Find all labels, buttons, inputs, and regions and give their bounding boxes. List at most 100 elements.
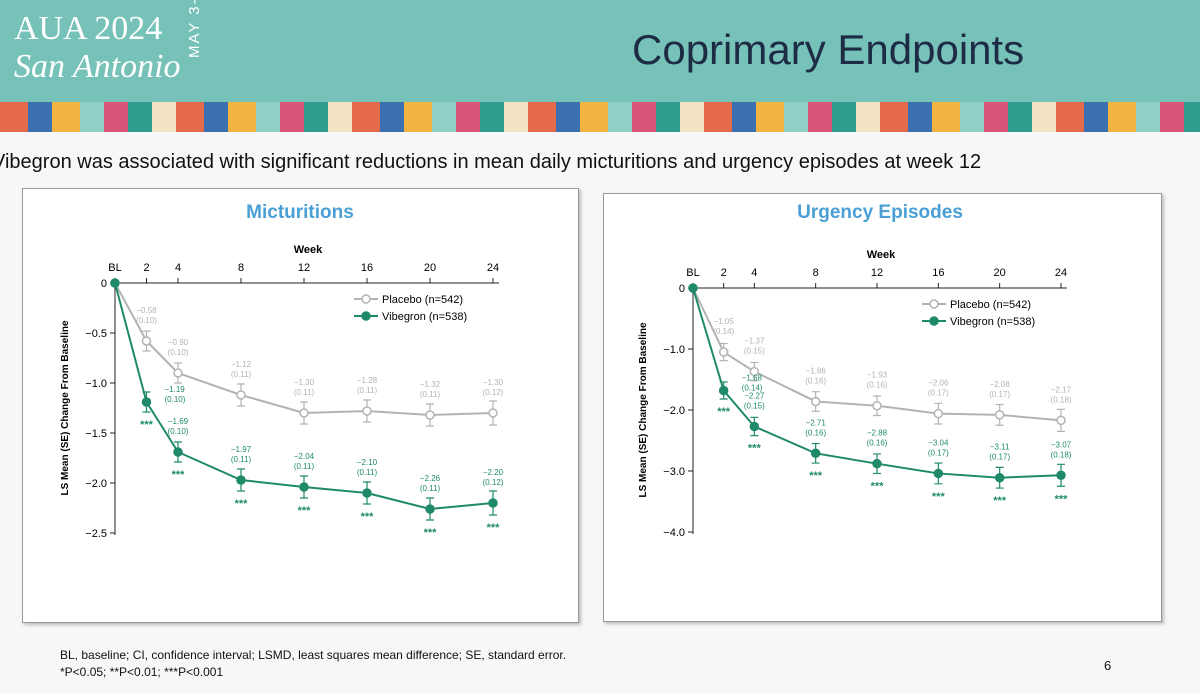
data-point (141, 336, 152, 346)
x-tick-label: 20 (424, 262, 436, 274)
data-point (173, 447, 183, 457)
data-point (362, 406, 372, 416)
value-label: −3.11 (990, 443, 1010, 452)
data-point (1056, 415, 1066, 426)
value-label: −1.30 (483, 378, 504, 387)
series-line (692, 287, 1062, 479)
error-label: (0.10) (168, 348, 189, 357)
error-label: (0.14) (713, 327, 734, 336)
error-label: (0.10) (136, 316, 157, 325)
y-tick-label: −3.0 (663, 466, 685, 478)
x-tick-label: 12 (298, 262, 310, 274)
value-label: −3.04 (928, 438, 949, 447)
error-label: (0.11) (294, 462, 315, 471)
data-point (933, 468, 944, 479)
chart-title: Urgency Episodes (797, 202, 963, 223)
x-tick-label: 20 (994, 267, 1006, 279)
significance-label: *** (993, 495, 1007, 507)
data-point (425, 410, 435, 420)
value-label: −1.05 (714, 317, 735, 326)
error-label: (0.14) (742, 383, 763, 392)
significance-label: *** (717, 406, 731, 418)
header-band (0, 0, 1200, 102)
value-label: −2.17 (1051, 385, 1072, 394)
significance-label: *** (487, 522, 501, 534)
error-label: (0.16) (805, 376, 826, 385)
chart-title: Micturitions (246, 202, 354, 223)
value-label: −0.90 (168, 338, 189, 347)
data-point (933, 408, 944, 419)
error-label: (0.11) (231, 455, 252, 464)
error-label: (0.10) (168, 427, 189, 436)
error-label: (0.10) (165, 395, 186, 404)
value-label: −1.97 (231, 445, 252, 454)
x-tick-label: 2 (721, 267, 727, 279)
footnote: BL, baseline; CI, confidence interval; L… (60, 648, 567, 662)
chart-panel (603, 193, 1162, 622)
x-tick-label: 8 (813, 267, 819, 279)
significance-label: *** (361, 511, 375, 523)
data-point (425, 504, 435, 514)
significance-label: *** (932, 491, 946, 503)
logo-text: San Antonio (14, 48, 181, 85)
y-tick-label: −1.5 (85, 428, 107, 440)
value-label: −2.26 (420, 474, 441, 483)
error-label: (0.17) (928, 448, 949, 457)
significance-label: *** (298, 505, 312, 517)
data-point (994, 410, 1005, 420)
series-line (114, 282, 494, 511)
x-tick-label: 2 (143, 262, 149, 274)
data-point (488, 498, 498, 508)
value-label: −1.28 (357, 376, 378, 385)
error-label: (0.11) (294, 388, 315, 397)
value-label: −1.37 (744, 337, 765, 346)
error-label: (0.16) (867, 381, 888, 390)
data-point (810, 396, 821, 407)
data-point (872, 400, 882, 411)
y-tick-label: −2.0 (663, 405, 685, 417)
value-label: −2.88 (867, 429, 888, 438)
error-label: (0.18) (1051, 395, 1072, 404)
legend-label: Placebo (n=542) (950, 299, 1031, 311)
x-axis-label: Week (294, 244, 323, 256)
data-point (488, 408, 498, 418)
value-label: −2.08 (990, 380, 1011, 389)
value-label: −1.69 (168, 417, 189, 426)
data-point (718, 347, 729, 357)
legend-marker (929, 316, 939, 326)
data-point (299, 482, 309, 492)
significance-label: *** (1055, 493, 1069, 505)
y-tick-label: 0 (101, 278, 107, 290)
x-tick-label: 16 (932, 267, 944, 279)
error-label: (0.18) (1051, 450, 1072, 459)
value-label: −2.71 (806, 418, 827, 427)
value-label: −2.06 (928, 379, 949, 388)
value-label: −0.58 (136, 306, 157, 315)
data-point (299, 408, 309, 418)
x-tick-label: 8 (238, 262, 244, 274)
page-number: 6 (1104, 658, 1112, 673)
significance-label: *** (172, 469, 186, 481)
data-point (688, 283, 698, 293)
x-tick-label: 12 (871, 267, 883, 279)
error-label: (0.12) (483, 478, 504, 487)
x-tick-label: 4 (175, 262, 181, 274)
value-label: −1.19 (165, 385, 186, 394)
data-point (173, 368, 183, 378)
value-label: −3.07 (1051, 440, 1072, 449)
error-label: (0.17) (928, 389, 949, 398)
x-tick-label: 4 (751, 267, 757, 279)
data-point (110, 278, 120, 288)
y-tick-label: −1.0 (663, 344, 685, 356)
value-label: −2.10 (357, 458, 378, 467)
value-label: −1.32 (420, 380, 441, 389)
error-label: (0.11) (420, 390, 441, 399)
significance-label: *** (140, 419, 154, 431)
legend-marker (361, 311, 371, 321)
legend-marker (929, 299, 939, 309)
value-label: −2.04 (294, 452, 315, 461)
data-point (718, 385, 729, 396)
data-point (236, 475, 246, 485)
